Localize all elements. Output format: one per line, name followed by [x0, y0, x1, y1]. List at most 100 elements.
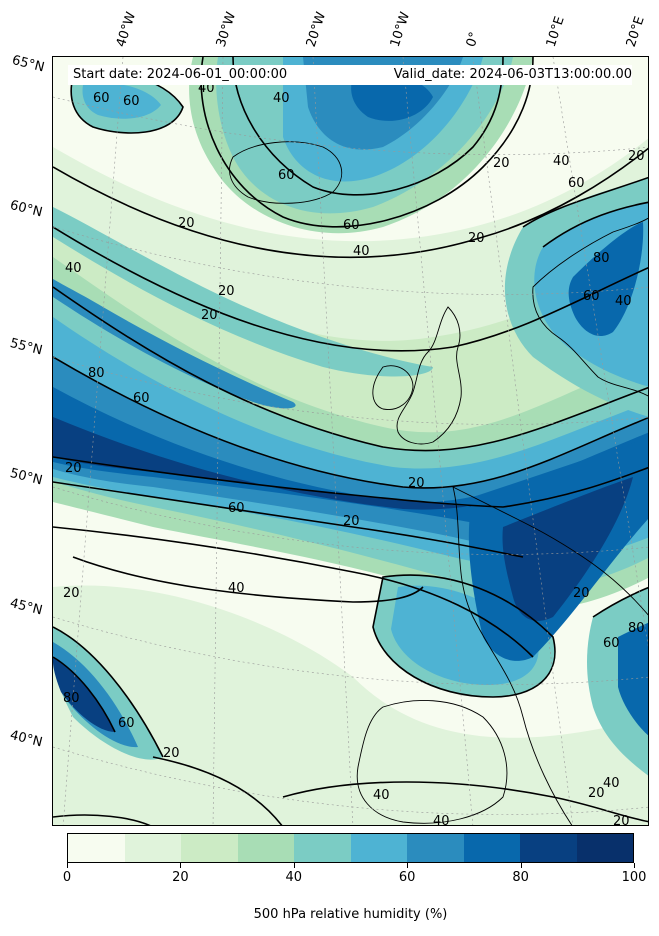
coastline-europe — [452, 486, 648, 825]
coastline-britain — [396, 306, 462, 445]
humidity-band-light — [53, 585, 648, 825]
latitude-label: 55°N — [8, 336, 44, 359]
contour-label: 20 — [613, 814, 630, 826]
contour-label: 20 — [493, 156, 510, 171]
contour-label: 60 — [93, 91, 110, 106]
humidity-band-upper — [53, 207, 433, 377]
contour-label: 80 — [593, 251, 610, 266]
colorbar-swatch — [407, 834, 464, 862]
contour-line — [152, 756, 283, 825]
contour-label: 80 — [628, 621, 645, 636]
contour-line — [53, 656, 116, 733]
contour-label: 20 — [588, 786, 605, 801]
coastline-scandinavia — [532, 217, 648, 397]
contour-line — [72, 556, 424, 603]
start-date-label: Start date: 2024-06-01_00:00:00 — [68, 65, 323, 85]
colorbar-tick-label: 60 — [398, 870, 416, 885]
colorbar-swatch — [463, 834, 520, 862]
humidity-area-east — [568, 222, 644, 337]
latitude-label: 65°N — [10, 53, 46, 76]
humidity-area-southeast — [391, 585, 539, 685]
humidity-area-southeast — [502, 477, 633, 621]
contour-label: 20 — [163, 746, 180, 761]
longitude-label: 10°E — [543, 14, 568, 50]
colorbar-swatch — [294, 834, 351, 862]
colorbar-tick — [180, 863, 182, 868]
contour-labels: 60 40 60 40 20 60 20 60 40 20 20 20 80 6… — [63, 81, 645, 826]
contour-line — [53, 286, 648, 452]
contour-label: 40 — [65, 261, 82, 276]
contour-label: 40 — [353, 244, 370, 259]
longitude-label: 20°W — [303, 10, 330, 49]
contour-line — [232, 57, 504, 196]
contour-label: 20 — [573, 586, 590, 601]
contour-label: 60 — [583, 289, 600, 304]
humidity-area-southwest — [53, 657, 115, 732]
colorbar-tick-label: 20 — [172, 870, 189, 885]
contour-label: 60 — [228, 501, 245, 516]
colorbar-swatch — [68, 834, 125, 862]
contour-lines — [53, 57, 648, 825]
coastline-iberia — [356, 700, 508, 824]
colorbar-tick — [407, 863, 409, 868]
longitude-label: 40°W — [113, 10, 140, 49]
colorbar-tick-label: 40 — [285, 870, 303, 885]
contour-line — [53, 526, 534, 658]
humidity-area-far-southeast — [618, 622, 648, 736]
latitude-label: 45°N — [8, 596, 44, 619]
contour-label: 80 — [63, 691, 80, 706]
humidity-band-main — [53, 417, 648, 510]
contour-label: 40 — [603, 776, 620, 791]
contour-line — [53, 456, 648, 508]
contour-label: 40 — [433, 814, 450, 826]
latitude-label: 60°N — [8, 198, 44, 221]
colorbar-tick — [67, 863, 68, 868]
coastline-ireland — [372, 365, 414, 410]
contour-label: 60 — [133, 391, 150, 406]
contour-line — [53, 356, 648, 489]
contour-label: 60 — [123, 94, 140, 109]
humidity-map: 60 40 60 40 20 60 20 60 40 20 20 20 80 6… — [53, 57, 648, 826]
humidity-area-northwest — [82, 83, 161, 119]
contour-line — [282, 781, 648, 823]
colorbar-swatch — [181, 834, 238, 862]
colorbar-swatch — [520, 834, 577, 862]
colorbar-swatch — [237, 834, 294, 862]
contour-label: 60 — [343, 218, 360, 233]
humidity-area-southwest — [53, 642, 138, 748]
valid-date-label: Valid_date: 2024-06-03T13:00:00.00 — [318, 65, 632, 85]
contour-label: 20 — [343, 514, 360, 529]
contour-label: 60 — [278, 168, 295, 183]
longitude-label: 30°W — [213, 10, 240, 49]
colorbar-tick — [520, 863, 522, 868]
contour-line — [53, 814, 151, 825]
contour-label: 40 — [273, 91, 290, 106]
colorbar-swatch — [350, 834, 407, 862]
colorbar-title: 500 hPa relative humidity (%) — [253, 907, 448, 922]
colorbar — [67, 833, 634, 863]
coastline-iceland — [229, 141, 343, 204]
contour-label: 40 — [553, 154, 570, 169]
colorbar-tick-label: 100 — [621, 870, 647, 885]
longitude-label: 10°W — [387, 10, 414, 49]
latitude-label: 50°N — [8, 466, 44, 489]
contour-label: 20 — [63, 586, 80, 601]
colorbar-tick-label: 80 — [512, 870, 529, 885]
contour-label: 20 — [218, 284, 235, 299]
contour-label: 40 — [615, 294, 632, 309]
longitude-label: 0° — [463, 30, 483, 49]
contour-label: 20 — [178, 216, 195, 231]
contour-label: 20 — [408, 476, 425, 491]
contour-line — [53, 626, 164, 758]
contour-line — [372, 574, 556, 698]
contour-label: 60 — [603, 636, 620, 651]
contour-label: 20 — [201, 308, 218, 323]
humidity-area-southwest — [53, 627, 163, 760]
longitude-label: 20°E — [623, 14, 648, 50]
contour-line — [53, 147, 648, 259]
humidity-area-north — [351, 73, 433, 121]
contour-label: 80 — [88, 366, 105, 381]
contour-label: 40 — [228, 581, 245, 596]
contour-line — [53, 481, 524, 558]
colorbar-tick — [293, 863, 295, 868]
